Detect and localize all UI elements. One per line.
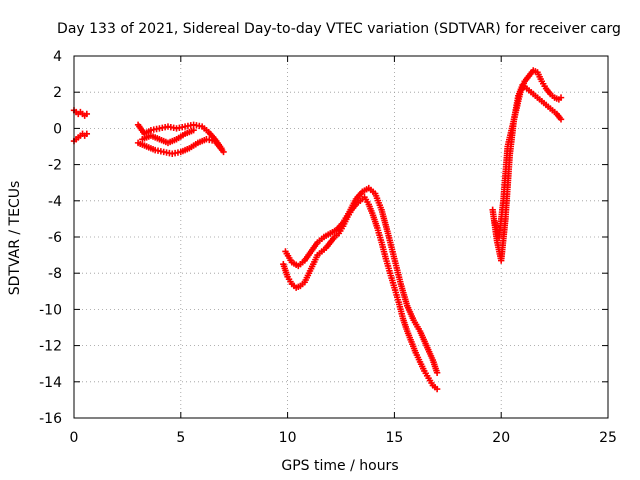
grid-layer: [74, 56, 608, 418]
x-axis-label: GPS time / hours: [281, 458, 398, 474]
y-tick-label: -10: [39, 302, 62, 318]
y-tick-label: 2: [53, 85, 62, 101]
data-point: [190, 127, 197, 134]
chart-title: Day 133 of 2021, Sidereal Day-to-day VTE…: [57, 21, 621, 37]
x-tick-label: 5: [176, 430, 185, 446]
data-point: [83, 110, 91, 118]
y-tick-label: 4: [53, 49, 62, 65]
x-tick-label: 0: [70, 430, 79, 446]
y-tick-label: -12: [39, 339, 62, 355]
y-axis-label: SDTVAR / TECUs: [7, 181, 23, 296]
y-tick-label: -4: [48, 194, 62, 210]
data-marks: [70, 67, 565, 393]
y-tick-label: -8: [48, 266, 62, 282]
data-point: [83, 130, 91, 138]
data-point: [557, 94, 565, 101]
data-point: [433, 385, 441, 393]
x-tick-label: 25: [599, 430, 617, 446]
y-tick-label: 0: [53, 121, 62, 137]
data-point: [433, 369, 441, 376]
x-tick-label: 10: [279, 430, 297, 446]
y-tick-label: -16: [39, 411, 62, 427]
y-tick-label: -2: [48, 158, 62, 174]
x-tick-label: 15: [385, 430, 403, 446]
y-tick-label: -14: [39, 375, 62, 391]
x-tick-label: 20: [492, 430, 510, 446]
y-tick-label: -6: [48, 230, 62, 246]
data-point: [220, 148, 227, 156]
data-point: [557, 116, 565, 123]
